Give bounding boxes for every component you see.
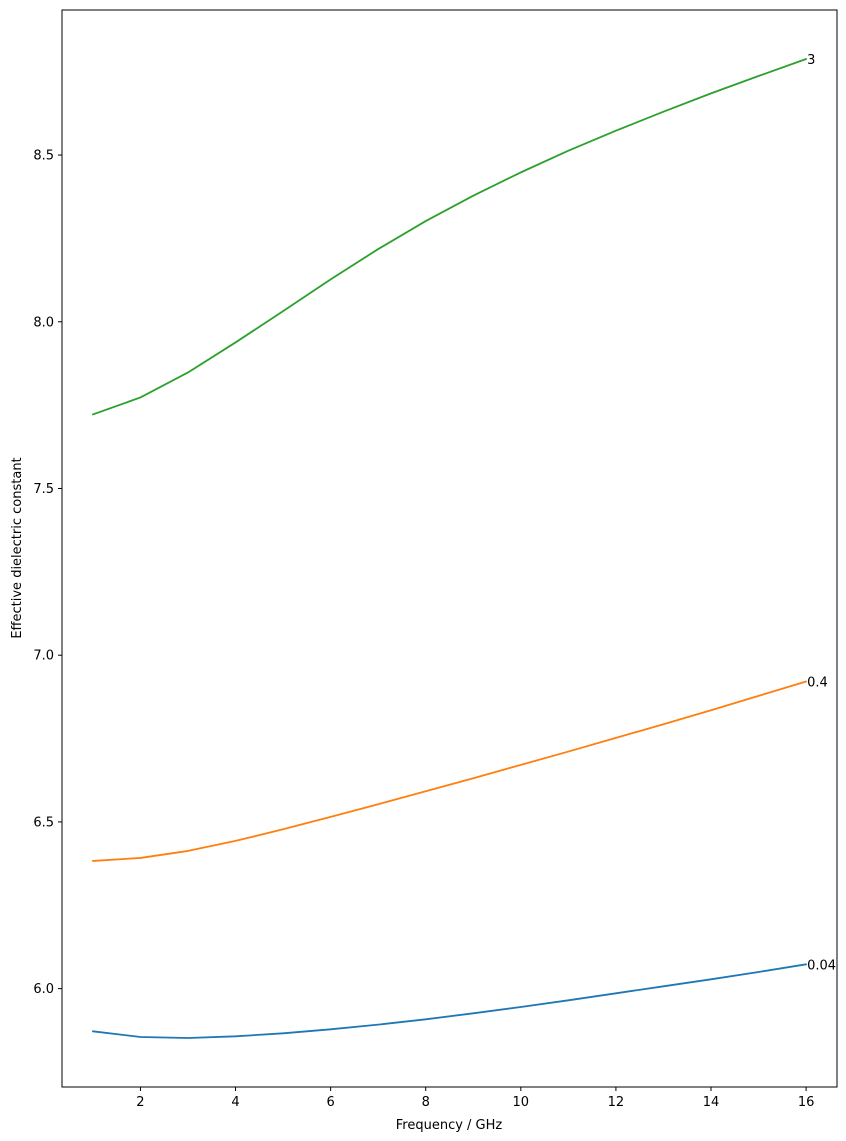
x-tick-label: 4 (231, 1095, 239, 1110)
x-tick-label: 6 (326, 1095, 334, 1110)
y-axis-label: Effective dielectric constant (10, 457, 25, 638)
x-tick-label: 12 (608, 1095, 625, 1110)
x-tick-label: 16 (798, 1095, 815, 1110)
series-end-label: 3 (807, 53, 815, 68)
series-line-1 (92, 680, 807, 862)
x-tick-label: 10 (513, 1095, 530, 1110)
series-line-2 (92, 58, 807, 416)
series-layer (92, 58, 807, 1039)
plot-frame (61, 9, 838, 1088)
y-tick-label: 7.5 (33, 482, 54, 497)
x-tick-label: 8 (422, 1095, 430, 1110)
y-tick-label: 6.5 (33, 815, 54, 830)
y-tick-label: 8.0 (33, 315, 54, 330)
x-tick-label: 2 (136, 1095, 144, 1110)
y-tick-label: 7.0 (33, 649, 54, 664)
series-line-0 (92, 963, 807, 1039)
end-labels: 0.04 0.4 3 (807, 53, 836, 973)
series-end-label: 0.4 (807, 676, 828, 691)
y-tick-label: 6.0 (33, 982, 54, 997)
series-end-label: 0.04 (807, 958, 836, 973)
x-tick-label: 14 (703, 1095, 720, 1110)
x-axis-ticks: 2 4 6 8 10 12 14 16 (136, 1087, 814, 1110)
y-tick-label: 8.5 (33, 149, 54, 164)
y-axis-ticks: 6.0 6.5 7.0 7.5 8.0 8.5 (33, 149, 62, 997)
x-axis-label: Frequency / GHz (396, 1118, 503, 1133)
